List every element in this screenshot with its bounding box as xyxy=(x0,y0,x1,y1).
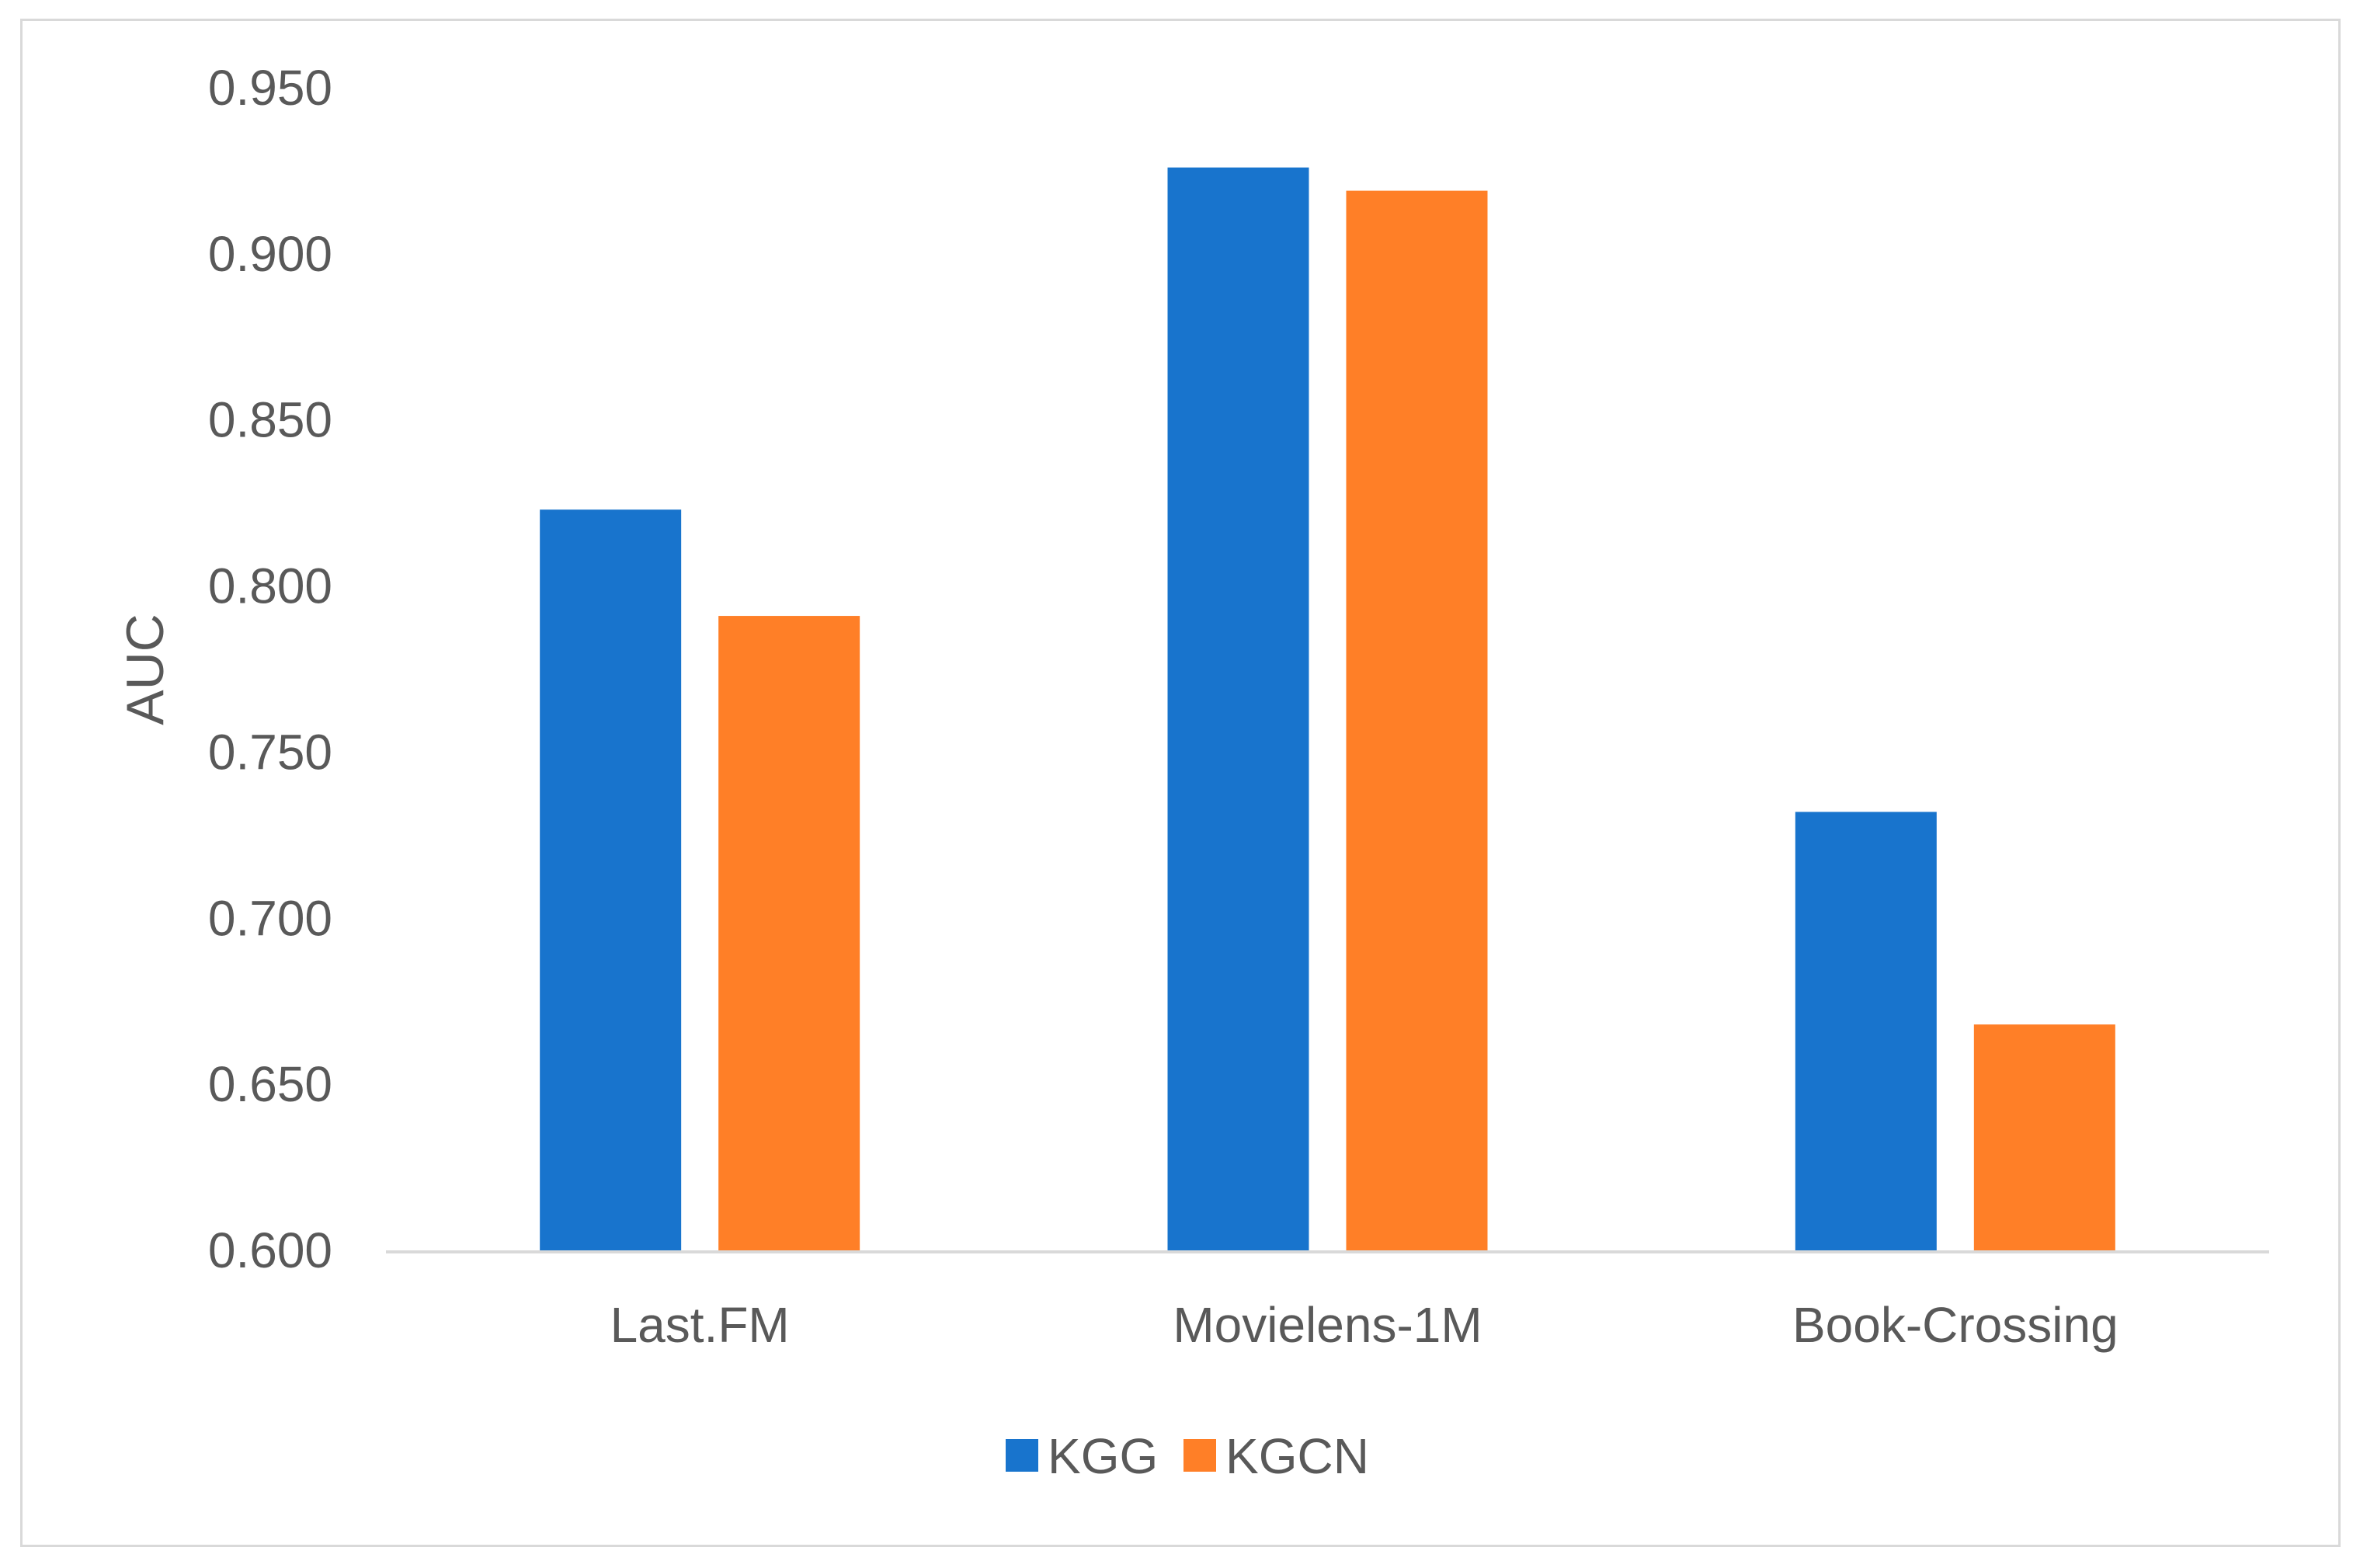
legend-label: KGCN xyxy=(1225,1428,1369,1484)
x-tick-label: Movielens-1M xyxy=(1173,1297,1482,1353)
y-tick-label: 0.800 xyxy=(208,558,332,614)
y-tick-label: 0.750 xyxy=(208,724,332,780)
y-tick-label: 0.850 xyxy=(208,392,332,448)
y-tick-label: 0.900 xyxy=(208,226,332,282)
bar-kgcn-book-crossing xyxy=(1973,1024,2115,1250)
legend-swatch xyxy=(1183,1439,1216,1472)
legend-item-kgcn: KGCN xyxy=(1183,1428,1369,1484)
x-tick-label: Book-Crossing xyxy=(1792,1297,2118,1353)
bar-kgcn-movielens-1m xyxy=(1346,190,1488,1250)
bar-kgcn-last-fm xyxy=(718,616,860,1250)
bars xyxy=(540,167,2115,1251)
bar-kgg-last-fm xyxy=(540,509,682,1250)
legend-item-kgg: KGG xyxy=(1006,1428,1158,1484)
y-tick-label: 0.600 xyxy=(208,1222,332,1278)
bar-kgg-book-crossing xyxy=(1795,812,1937,1250)
legend-label: KGG xyxy=(1048,1428,1158,1484)
y-tick-label: 0.650 xyxy=(208,1056,332,1112)
y-axis-title: AUC xyxy=(116,614,175,725)
y-tick-label: 0.950 xyxy=(208,60,332,116)
x-tick-label: Last.FM xyxy=(610,1297,790,1353)
legend: KGG KGCN xyxy=(1006,1428,1369,1484)
x-axis-tick-labels: Last.FM Movielens-1M Book-Crossing xyxy=(610,1297,2118,1353)
bar-kgg-movielens-1m xyxy=(1167,167,1309,1251)
y-axis-ticks: 0.600 0.650 0.700 0.750 0.800 0.850 0.900 0.950 xyxy=(208,60,332,1278)
legend-swatch xyxy=(1006,1439,1038,1472)
y-tick-label: 0.700 xyxy=(208,890,332,946)
